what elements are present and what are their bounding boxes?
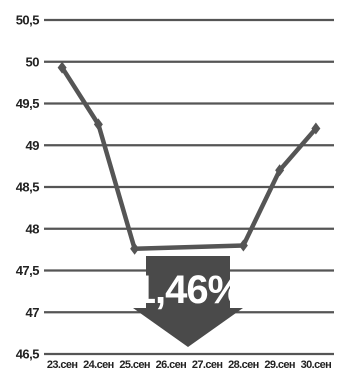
y-tick-label: 48,5	[16, 180, 40, 195]
data-point	[130, 242, 140, 255]
data-point	[311, 122, 321, 135]
x-tick-label: 28.сен	[228, 359, 259, 371]
down-arrow-icon	[133, 256, 243, 347]
data-point	[93, 118, 103, 131]
x-tick-label: 24.сен	[83, 359, 114, 371]
y-tick-label: 48	[26, 221, 40, 236]
y-tick-label: 50	[26, 54, 40, 69]
y-tick-label: 49	[26, 138, 40, 153]
y-tick-label: 47,5	[16, 263, 40, 278]
x-tick-label: 30.сен	[301, 359, 332, 371]
data-point	[275, 164, 285, 177]
y-tick-label: 49,5	[16, 96, 40, 111]
y-tick-label: 50,5	[16, 13, 40, 28]
x-tick-label: 27.сен	[192, 359, 223, 371]
series-line	[59, 65, 319, 252]
x-tick-label: 23.сен	[47, 359, 78, 371]
x-tick-label: 25.сен	[119, 359, 150, 371]
data-point	[57, 61, 67, 74]
x-tick-label: 29.сен	[264, 359, 295, 371]
x-tick-label: 26.сен	[156, 359, 187, 371]
change-annotation: 1,46%	[134, 268, 243, 312]
data-point	[238, 239, 248, 252]
y-tick-label: 47	[26, 305, 40, 320]
y-tick-label: 46,5	[16, 347, 40, 362]
